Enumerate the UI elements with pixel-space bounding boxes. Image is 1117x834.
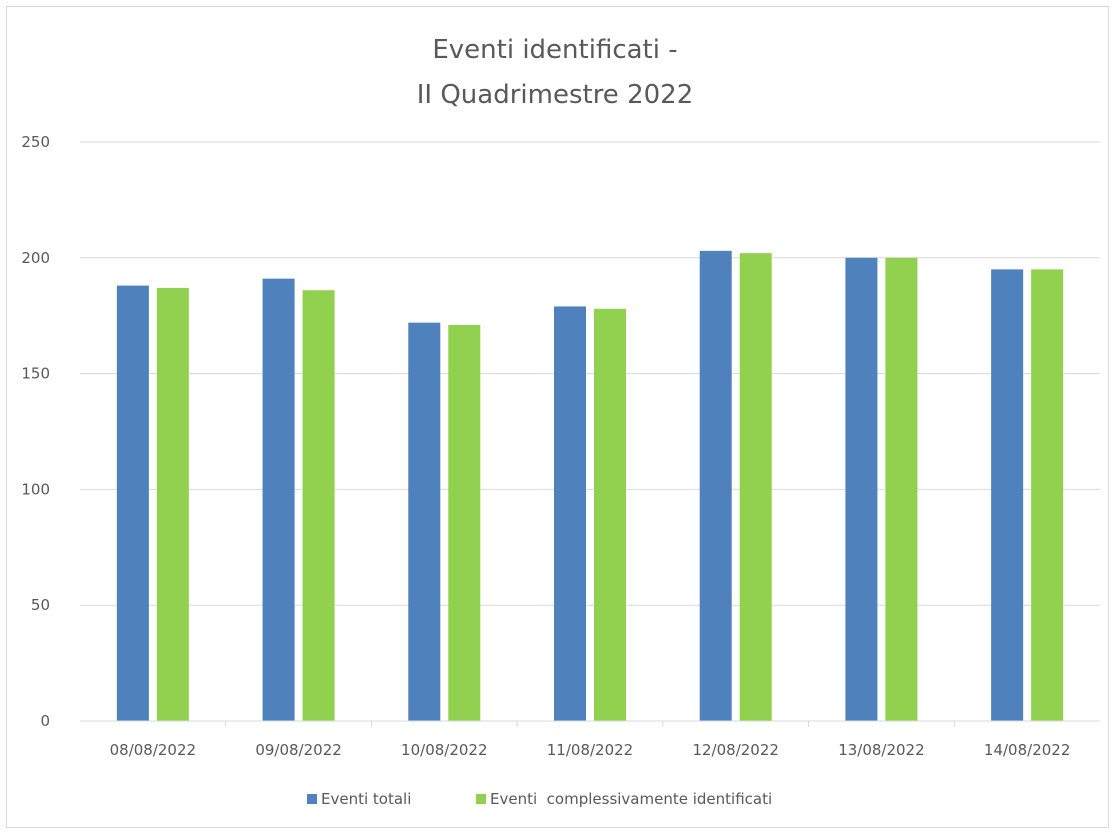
y-tick-label: 0 <box>40 712 50 730</box>
x-tick-label: 09/08/2022 <box>255 741 341 759</box>
y-tick-label: 250 <box>21 133 50 151</box>
bar-eventi-identificati-3 <box>448 324 481 721</box>
bar-eventi-totali-7 <box>991 269 1024 721</box>
x-tick-label: 08/08/2022 <box>110 741 196 759</box>
y-tick-label: 50 <box>31 596 50 614</box>
gridlines <box>80 141 1100 606</box>
legend-label-eventi-totali: Eventi totali <box>321 790 411 808</box>
y-tick-label: 150 <box>21 365 50 383</box>
y-tick-label: 200 <box>21 249 50 267</box>
bar-eventi-identificati-4 <box>594 308 626 721</box>
legend-label-eventi-identificati: Eventi complessivamente identificati <box>490 790 772 808</box>
bar-eventi-identificati-6 <box>885 257 918 721</box>
bar-eventi-totali-5 <box>699 250 732 722</box>
bars <box>116 250 1064 722</box>
legend: Eventi totali Eventi complessivamente ide… <box>307 790 772 808</box>
chart-title-line-1: Eventi identificati - <box>432 35 677 65</box>
y-axis-ticks: 0 50 100 150 200 250 <box>21 133 50 730</box>
bar-eventi-totali-2 <box>262 278 295 721</box>
legend-swatch-eventi-identificati <box>476 794 486 804</box>
y-tick-label: 100 <box>21 480 50 498</box>
x-tick-label: 14/08/2022 <box>984 741 1070 759</box>
x-tick-label: 13/08/2022 <box>838 741 924 759</box>
chart-title-line-2: II Quadrimestre 2022 <box>417 80 694 110</box>
chart-title: Eventi identificati - II Quadrimestre 20… <box>417 35 694 110</box>
x-tick-label: 12/08/2022 <box>692 741 778 759</box>
x-axis-ticks: 08/08/2022 09/08/2022 10/08/2022 11/08/2022… <box>110 721 1070 759</box>
legend-swatch-eventi-totali <box>307 794 317 804</box>
x-tick-label: 10/08/2022 <box>401 741 487 759</box>
bar-eventi-totali-3 <box>408 322 441 721</box>
bar-eventi-identificati-5 <box>739 253 772 721</box>
bar-eventi-identificati-7 <box>1031 269 1064 721</box>
x-tick-label: 11/08/2022 <box>547 741 633 759</box>
bar-eventi-totali-6 <box>845 257 878 721</box>
bar-eventi-identificati-2 <box>302 290 335 721</box>
bar-eventi-totali-4 <box>554 306 586 721</box>
bar-eventi-totali-1 <box>116 285 149 721</box>
bar-eventi-identificati-1 <box>156 287 189 721</box>
